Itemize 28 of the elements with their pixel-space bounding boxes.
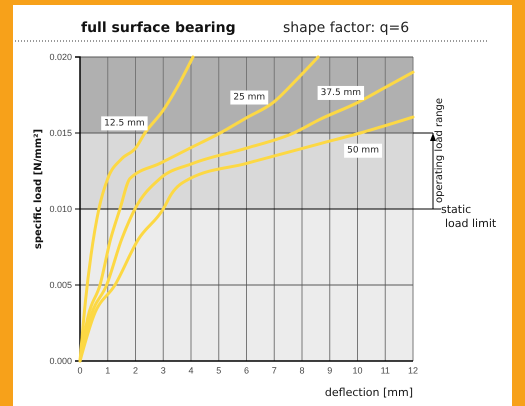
y-axis-title: specific load [N/mm²] [33, 128, 44, 250]
chart-title: full surface bearing [81, 20, 236, 36]
y-tick-label: 0.000 [49, 356, 72, 366]
y-tick-label: 0.020 [49, 52, 72, 62]
x-tick-label: 2 [132, 365, 138, 376]
x-tick-label: 1 [105, 365, 110, 376]
x-tick-label: 0 [77, 365, 83, 376]
series-label: 25 mm [233, 92, 266, 103]
y-tick-label: 0.010 [49, 204, 72, 214]
series-label: 37.5 mm [320, 88, 362, 98]
x-tick-label: 12 [408, 365, 418, 376]
band-label: operating load range [434, 98, 445, 203]
x-tick-label: 3 [160, 365, 166, 376]
series-label: 12.5 mm [104, 118, 145, 128]
chart-subtitle: shape factor: q=6 [283, 20, 410, 36]
x-tick-label: 5 [216, 365, 222, 376]
y-tick-label: 0.015 [49, 128, 72, 138]
x-tick-label: 10 [352, 365, 363, 376]
x-tick-label: 8 [299, 365, 305, 376]
x-tick-label: 7 [272, 365, 277, 376]
x-tick-label: 9 [327, 365, 332, 376]
series-label: 50 mm [347, 146, 379, 156]
x-tick-label: 11 [380, 365, 390, 376]
y-tick-label: 0.005 [49, 280, 72, 290]
x-tick-label: 6 [244, 365, 250, 376]
x-axis-title: deflection [mm] [324, 386, 413, 399]
x-tick-label: 4 [188, 365, 194, 376]
ref-line-label: static load limit [441, 203, 497, 230]
